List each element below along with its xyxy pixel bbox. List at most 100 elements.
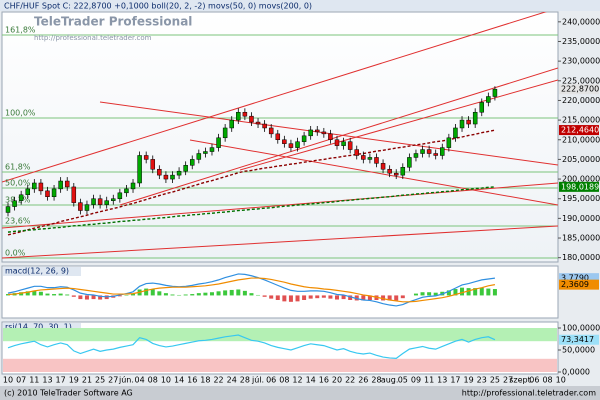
histogram-bar [196, 293, 201, 296]
footer-bar [0, 386, 600, 400]
price-tag [559, 181, 599, 192]
price-tag-label: 222,8700 [561, 85, 599, 94]
candle-body [209, 147, 215, 152]
candle-body [453, 127, 458, 139]
histogram-bar [361, 295, 366, 301]
histogram-bar [486, 288, 491, 296]
y-tick-label: 220,0000 [562, 96, 600, 105]
candle-body [334, 139, 340, 146]
candle-body [262, 123, 267, 129]
candle-body [301, 135, 307, 142]
price-tag-label: 198,0189 [561, 182, 599, 191]
candle-body [18, 194, 24, 201]
candle-body [275, 133, 281, 141]
series-line [7, 186, 495, 233]
candle-body [196, 153, 202, 160]
histogram-bar [413, 293, 418, 296]
histogram-bar [144, 288, 149, 296]
histogram-bar [236, 289, 241, 296]
x-tick-label: júl. [251, 376, 264, 385]
histogram-bar [183, 294, 188, 296]
histogram-bar [58, 293, 63, 296]
histogram-bar [84, 295, 89, 300]
fib-label: 161,8% [5, 26, 36, 35]
series-line [7, 129, 496, 236]
trend-line [99, 101, 558, 166]
histogram-bar [335, 295, 339, 300]
price-tag [559, 84, 599, 95]
y-tick-label: 235,0000 [562, 37, 600, 46]
histogram-bar [32, 290, 37, 296]
histogram-bar [367, 295, 372, 300]
histogram-bar [209, 292, 214, 296]
histogram-bar [341, 295, 346, 300]
x-tick-label: 17 [450, 376, 460, 385]
x-tick-label: 08 [148, 376, 158, 385]
histogram-bar [6, 294, 10, 296]
x-tick-label: 28 [371, 376, 381, 385]
x-tick-label: 20 [332, 376, 342, 385]
footer-url: http://professional.teletrader.com [462, 389, 596, 398]
candle-body [78, 202, 83, 211]
candle-body [446, 137, 452, 148]
histogram-bar [460, 287, 465, 296]
x-tick-label: 05 [398, 376, 408, 385]
x-tick-label: 18 [200, 376, 210, 385]
histogram-bar [387, 295, 392, 301]
x-tick-label: 10 [3, 376, 13, 385]
candle-body [189, 159, 195, 166]
candle-body [367, 157, 373, 160]
candle-body [354, 149, 359, 156]
x-tick-label: 10 [556, 376, 566, 385]
panel-title-bg [3, 323, 81, 332]
candle-body [361, 155, 366, 160]
y-tick-label: 185,0000 [562, 234, 600, 243]
histogram-bar [190, 294, 195, 296]
candle-body [163, 174, 169, 180]
histogram-bar [229, 289, 234, 296]
price-tag [559, 125, 599, 136]
histogram-bar [308, 295, 313, 299]
panel-title: rsi(14, 70, 30, 1) [5, 323, 72, 332]
histogram-bar [466, 288, 471, 296]
y-tick-label: 100,0000 [562, 324, 600, 333]
candle-body [58, 180, 63, 190]
histogram-bar [275, 295, 280, 300]
y-tick-label: 210,0000 [562, 135, 600, 144]
histogram-bar [242, 290, 247, 296]
x-tick-label: 22 [213, 376, 223, 385]
candle-body [97, 198, 103, 205]
candle-body [341, 141, 346, 146]
histogram-bar [354, 295, 359, 301]
histogram-bar [427, 292, 432, 296]
x-tick-label: jún. [118, 376, 134, 385]
histogram-bar [381, 295, 386, 301]
footer-copyright: (c) 2010 TeleTrader Software AG [4, 389, 133, 398]
candle-body [466, 119, 471, 125]
histogram-bar [249, 293, 254, 296]
band [3, 328, 557, 342]
panel-title: macd(12, 26, 9) [5, 267, 69, 276]
trend-line [239, 79, 558, 171]
x-tick-label: 22 [345, 376, 355, 385]
price-tag-label: 212,4640 [561, 126, 599, 135]
histogram-bar [288, 295, 293, 302]
histogram-bar [203, 292, 208, 296]
header-bar [0, 0, 600, 11]
price-tag [559, 279, 599, 290]
x-tick-label: 21 [82, 376, 92, 385]
histogram-bar [446, 290, 451, 296]
histogram-bar [328, 295, 333, 299]
histogram-bar [157, 291, 162, 296]
candle-body [45, 190, 50, 197]
x-tick-label: 06 [266, 376, 276, 385]
x-tick-label: 11 [29, 376, 39, 385]
histogram-bar [262, 295, 267, 297]
candle-body [328, 133, 333, 141]
candle-body [479, 102, 485, 113]
fib-label: 0,0% [5, 249, 26, 258]
candle-body [413, 153, 419, 158]
histogram-bar [400, 295, 405, 299]
candle-body [137, 155, 142, 184]
y-tick-label: 205,0000 [562, 155, 600, 164]
